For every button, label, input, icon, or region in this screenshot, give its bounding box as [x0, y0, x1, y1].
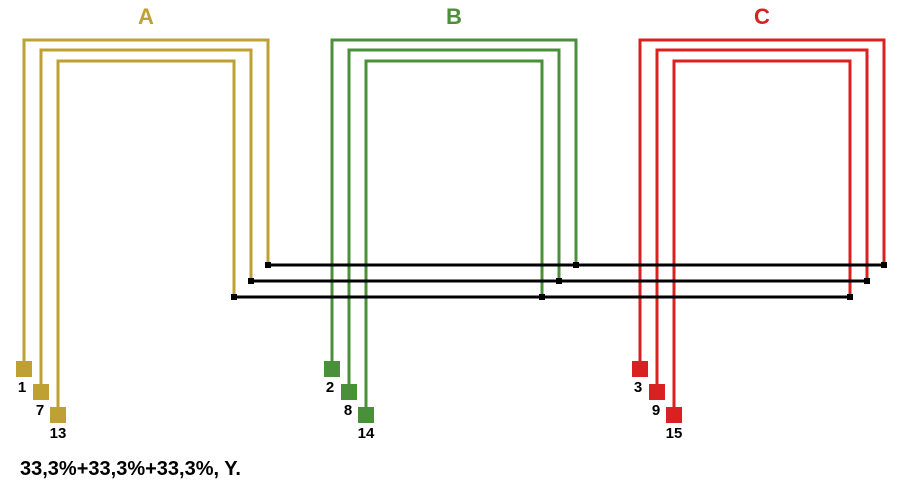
- junction-node-b-1: [573, 262, 579, 268]
- terminal-square-8: [341, 384, 357, 400]
- connection-formula: 33,3%+33,3%+33,3%, Y.: [20, 458, 241, 480]
- coil-wire-b-2: [347, 48, 561, 393]
- terminal-label-2: 2: [326, 379, 334, 396]
- coil-wire-c-1: [638, 38, 886, 370]
- junction-nodes: [231, 262, 887, 300]
- junction-node-a-1: [265, 262, 271, 268]
- terminal-label-3: 3: [634, 379, 642, 396]
- terminal-label-13: 13: [50, 425, 67, 442]
- coil-wire-c-3: [672, 59, 852, 416]
- coil-wire-a-3: [56, 59, 236, 416]
- terminal-square-14: [358, 407, 374, 423]
- terminal-square-9: [649, 384, 665, 400]
- junction-node-a-3: [231, 294, 237, 300]
- junction-node-b-2: [556, 278, 562, 284]
- phase-title-c: C: [754, 4, 770, 29]
- coil-wire-c-2: [655, 48, 869, 393]
- coil-wire-b-3: [364, 59, 544, 416]
- terminal-label-15: 15: [666, 425, 683, 442]
- coil-wire-a-2: [39, 48, 253, 393]
- terminal-square-1: [16, 361, 32, 377]
- junction-node-a-2: [248, 278, 254, 284]
- terminal-square-15: [666, 407, 682, 423]
- terminal-square-7: [33, 384, 49, 400]
- terminal-square-13: [50, 407, 66, 423]
- phase-title-b: B: [446, 4, 462, 29]
- junction-node-c-2: [864, 278, 870, 284]
- coil-wire-b-1: [330, 38, 578, 370]
- terminal-labels: 17 13 28 14 39 15: [18, 379, 683, 442]
- terminal-label-7: 7: [36, 402, 44, 419]
- coil-wire-a-1: [22, 38, 270, 370]
- terminal-label-14: 14: [358, 425, 375, 442]
- junction-node-c-3: [847, 294, 853, 300]
- terminal-markers: [16, 361, 682, 423]
- terminal-label-9: 9: [652, 402, 660, 419]
- junction-node-c-1: [881, 262, 887, 268]
- terminal-label-8: 8: [344, 402, 352, 419]
- phase-title-a: A: [138, 4, 154, 29]
- terminal-square-3: [632, 361, 648, 377]
- phase-titles: A B C: [138, 4, 770, 29]
- terminal-square-2: [324, 361, 340, 377]
- junction-node-b-3: [539, 294, 545, 300]
- coil-wires: [22, 38, 886, 416]
- terminal-label-1: 1: [18, 379, 26, 396]
